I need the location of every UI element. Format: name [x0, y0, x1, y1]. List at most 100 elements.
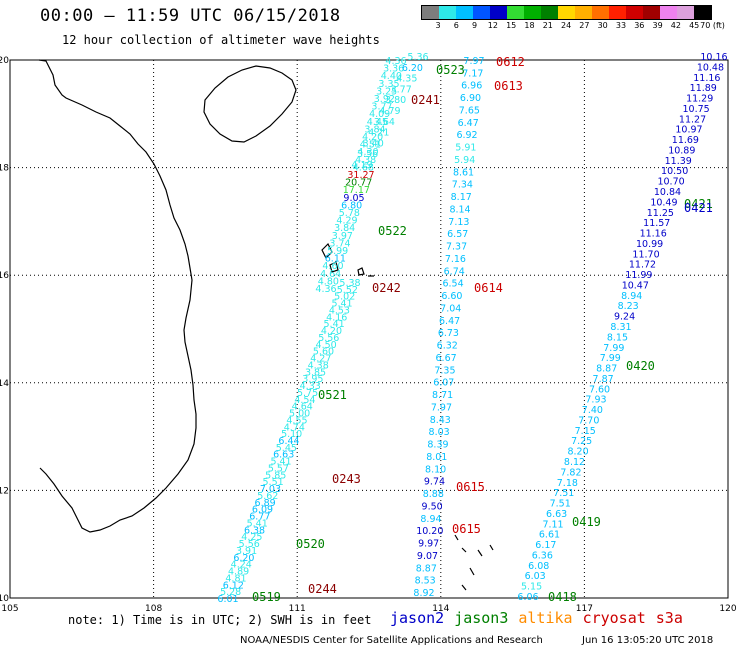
track-value-label: 3.80 [385, 95, 406, 106]
lat-tick-label: 16 [0, 271, 9, 281]
track-value-label: 11.69 [672, 135, 699, 146]
colorbar-swatch [422, 6, 439, 19]
track-value-label: 10.16 [700, 52, 727, 63]
track-value-label: 8.92 [413, 588, 434, 599]
track-value-label: 11.16 [693, 73, 720, 84]
track-value-label: 8.43 [430, 415, 451, 426]
track-value-label: 6.06 [517, 592, 538, 603]
track-value-label: 5.60 [313, 347, 334, 358]
track-value-label: 11.89 [690, 83, 717, 94]
track-value-label: 6.57 [447, 229, 468, 240]
pass-label: 0520 [296, 537, 325, 551]
track-value-label: 4.68 [353, 162, 374, 173]
track-value-label: 7.97 [463, 56, 484, 67]
track-value-label: 3.36 [383, 64, 404, 75]
track-value-label: 6.96 [461, 81, 482, 92]
track-value-label: 7.51 [553, 488, 574, 499]
track-value-label: 6.63 [546, 509, 567, 520]
colorbar-tick-label: 21 [542, 21, 553, 30]
track-value-label: 3.25 [376, 86, 397, 97]
track-value-label: 6.89 [255, 498, 276, 509]
track-value-label: 7.99 [600, 353, 621, 364]
track-value-label: 11.99 [625, 270, 652, 281]
legend-item: cryosat [582, 609, 646, 627]
track-value-label: 5.41 [247, 518, 268, 529]
track-value-label: 3.84 [334, 223, 355, 234]
colorbar-tick-label: 12 [487, 21, 498, 30]
track-value-label: 7.97 [431, 402, 452, 413]
colorbar-tick-label: 39 [652, 21, 663, 30]
track-value-label: 9.50 [422, 501, 443, 512]
footnote: note: 1) Time is in UTC; 2) SWH is in fe… [68, 613, 372, 627]
track-value-label: 20.77 [345, 178, 372, 189]
lon-tick-label: 105 [1, 604, 18, 614]
track-value-label: 6.12 [223, 580, 244, 591]
track-value-label: 5.91 [455, 143, 476, 154]
track-value-label: 6.80 [341, 200, 362, 211]
lon-tick-label: 117 [576, 604, 593, 614]
track-value-label: 8.88 [423, 489, 444, 500]
track-value-label: 8.23 [618, 301, 639, 312]
track-value-label: 11.16 [640, 229, 667, 240]
track-value-label: 8.10 [425, 464, 446, 475]
track-value-label: 10.47 [622, 280, 649, 291]
track-value-label: 3.77 [371, 102, 392, 113]
track-value-label: 6.63 [273, 450, 294, 461]
track-value-label: 5.41 [270, 457, 291, 468]
track-value-label: 4.36 [385, 56, 406, 67]
pass-label: 0613 [494, 79, 523, 93]
colorbar-tick-label: 6 [453, 21, 459, 30]
track-value-label: 7.16 [445, 254, 466, 265]
track-value-label: 3.84 [364, 124, 385, 135]
track-value-label: 7.03 [260, 484, 281, 495]
track-value-label: 11.57 [643, 218, 670, 229]
track-value-label: 10.49 [650, 197, 677, 208]
track-value-label: 4.53 [329, 305, 350, 316]
track-value-label: 4.64 [320, 269, 341, 280]
track-value-label: 5.56 [318, 333, 339, 344]
track-value-label: 4.38 [308, 360, 329, 371]
colorbar-tick-label: 9 [472, 21, 478, 30]
track-value-label: 4.09 [369, 109, 390, 120]
pass-label: 0421 [684, 197, 713, 211]
colorbar-swatch [507, 6, 524, 19]
track-value-label: 3.95 [302, 374, 323, 385]
track-value-label: 8.53 [415, 576, 436, 587]
pass-label: 0519 [252, 590, 281, 604]
legend-item: jason2 [390, 609, 445, 627]
track-value-label: 5.99 [327, 246, 348, 257]
track-value-label: 4.64 [292, 402, 313, 413]
track-value-label: 7.11 [542, 519, 563, 530]
track-value-label: 6.11 [325, 254, 346, 265]
track-value-label: 5.56 [239, 539, 260, 550]
track-value-label: 7.51 [550, 499, 571, 510]
colorbar-tick-label: 42 [670, 21, 681, 30]
track-value-label: 8.94 [420, 514, 441, 525]
track-value-label: 9.74 [424, 477, 445, 488]
track-value-label: 7.13 [448, 217, 469, 228]
track-value-label: 6.07 [433, 378, 454, 389]
colorbar-swatch [524, 6, 541, 19]
track-value-label: 5.38 [339, 278, 360, 289]
track-value-label: 6.44 [278, 436, 299, 447]
lon-tick-label: 114 [432, 604, 449, 614]
track-value-label: 3.56 [357, 149, 378, 160]
track-value-label: 7.35 [434, 365, 455, 376]
colorbar-swatch [660, 6, 677, 19]
track-value-label: 10.97 [675, 125, 702, 136]
pass-label: 0521 [318, 388, 347, 402]
track-value-label: 5.15 [521, 582, 542, 593]
track-value-label: 5.94 [454, 155, 475, 166]
track-value-label: 6.20 [402, 63, 423, 74]
track-value-label: 11.25 [647, 208, 674, 219]
track-value-label: 8.87 [416, 563, 437, 574]
track-value-label: 7.18 [557, 478, 578, 489]
track-value-label: 9.07 [417, 551, 438, 562]
track-value-label: 4.24 [231, 560, 252, 571]
track-value-label: 4.54 [294, 395, 315, 406]
track-value-label: 4.40 [381, 71, 402, 82]
pass-label: 0418 [548, 590, 577, 604]
pass-label: 0421 [684, 201, 713, 215]
track-value-label: 4.20 [362, 132, 383, 143]
track-value-label: 6.03 [525, 571, 546, 582]
